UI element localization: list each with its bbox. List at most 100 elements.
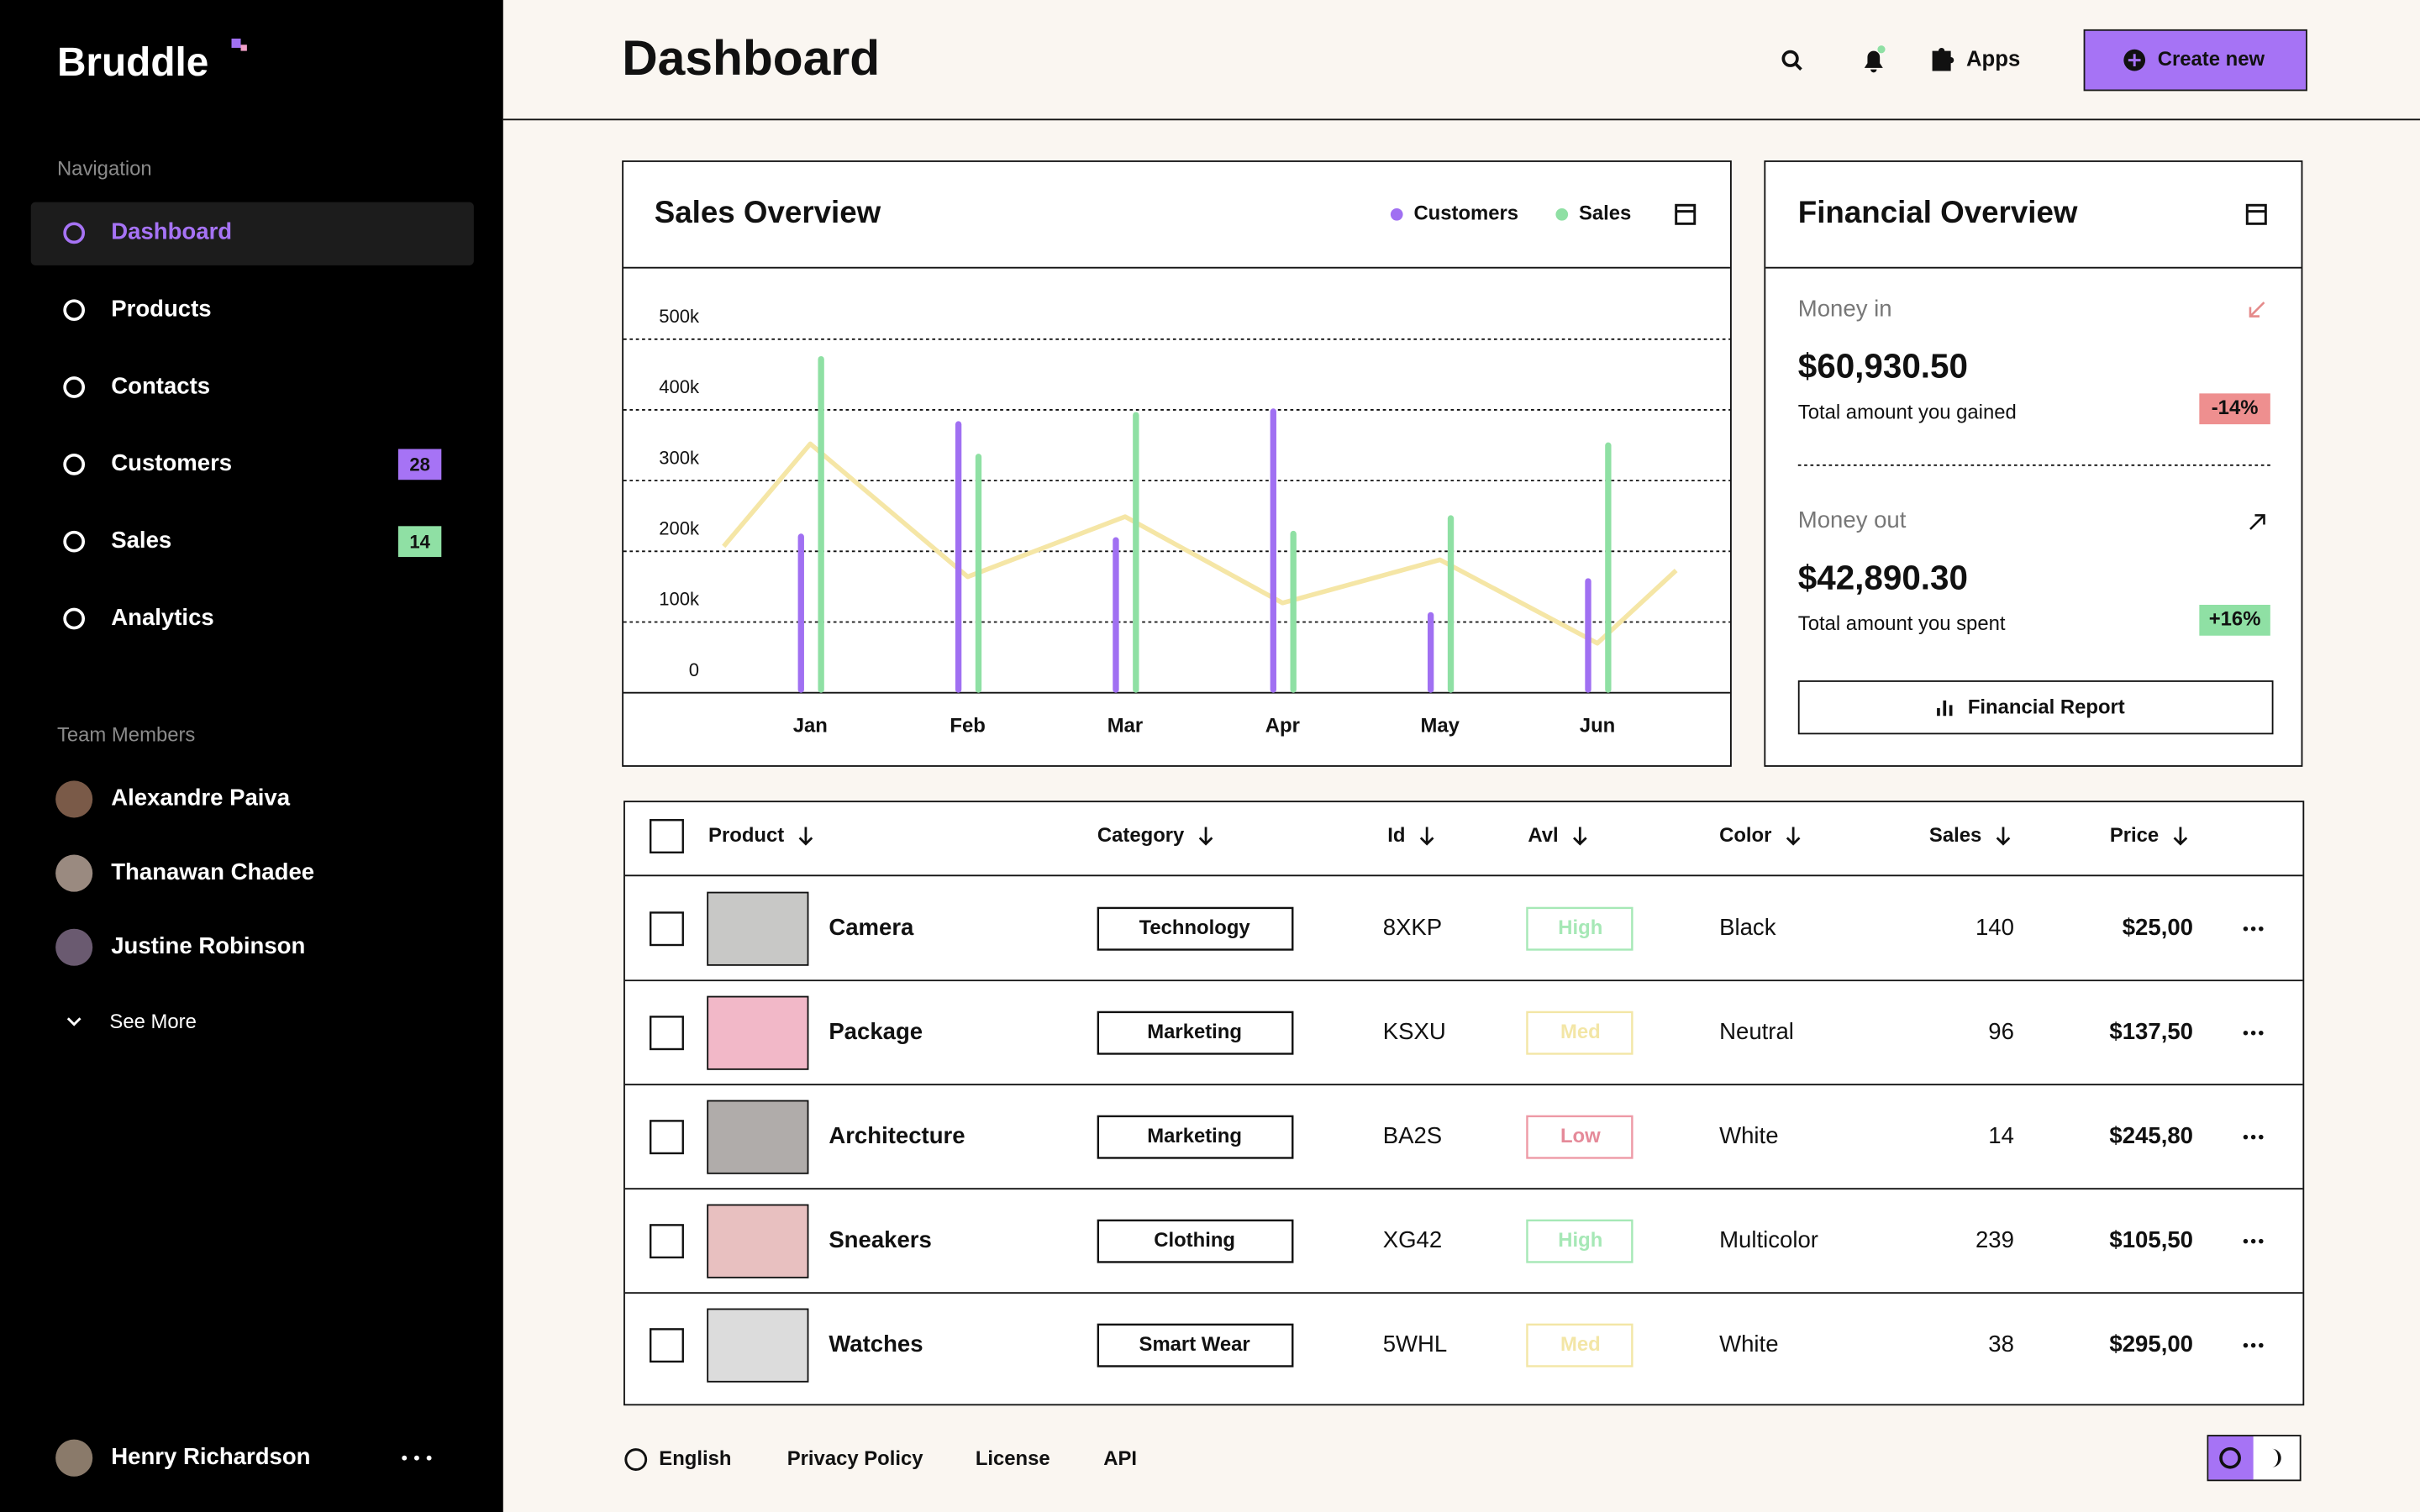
- current-user[interactable]: Henry Richardson: [111, 1443, 310, 1469]
- category: Clothing: [1154, 1229, 1235, 1252]
- row-menu[interactable]: [2243, 1030, 2249, 1036]
- footer-link[interactable]: API: [1103, 1447, 1137, 1470]
- bar: [1133, 412, 1139, 693]
- y-tick-label: 100k: [659, 589, 700, 610]
- column-header[interactable]: Color: [1719, 824, 1771, 847]
- metric-note: Total amount you spent: [1798, 612, 2006, 635]
- see-more[interactable]: See More: [109, 1011, 196, 1033]
- report-label[interactable]: Financial Report: [1968, 696, 2125, 718]
- row-menu[interactable]: [2250, 1030, 2256, 1036]
- column-header[interactable]: Sales: [1929, 824, 1981, 847]
- color: Black: [1719, 914, 1776, 940]
- nav-item[interactable]: Analytics: [111, 604, 213, 630]
- nav-icon: [63, 299, 86, 322]
- bell-icon[interactable]: [1864, 50, 1883, 73]
- product-thumb: [707, 995, 809, 1070]
- row-menu[interactable]: [2250, 1342, 2256, 1348]
- category-tag: [1097, 1115, 1294, 1159]
- category-tag: [1097, 1219, 1294, 1263]
- checkbox[interactable]: [649, 1120, 684, 1155]
- column-header[interactable]: Id: [1387, 824, 1405, 847]
- row-menu[interactable]: [2259, 1030, 2264, 1036]
- team-member[interactable]: Justine Robinson: [111, 932, 305, 958]
- nav-item[interactable]: Sales: [111, 527, 171, 553]
- metric-amount: $60,930.50: [1798, 347, 1968, 386]
- sales-count: 38: [1988, 1331, 2014, 1357]
- row-menu[interactable]: [2250, 926, 2256, 932]
- checkbox[interactable]: [649, 1328, 684, 1363]
- x-tick-label: Jun: [1580, 714, 1615, 737]
- checkbox[interactable]: [649, 1224, 684, 1259]
- nav-active-bg[interactable]: [30, 202, 474, 265]
- calendar-icon[interactable]: [1675, 203, 2267, 225]
- metric-label: Money in: [1798, 295, 1892, 321]
- footer-link[interactable]: License: [976, 1447, 1050, 1470]
- card-title: Financial Overview: [1798, 195, 2078, 229]
- bar: [975, 454, 982, 693]
- row-menu[interactable]: [2243, 1342, 2249, 1348]
- logo-mark: [231, 38, 241, 48]
- row-menu[interactable]: [2259, 926, 2264, 932]
- sales-card: [622, 160, 1732, 767]
- change-badge: [2199, 393, 2270, 425]
- bar: [1270, 408, 1276, 693]
- product-thumb: [707, 1204, 809, 1278]
- footer-link[interactable]: English: [659, 1447, 731, 1470]
- nav-item[interactable]: Products: [111, 295, 211, 321]
- theme-light[interactable]: [2208, 1436, 2254, 1480]
- checkbox[interactable]: [649, 1016, 684, 1051]
- checkbox[interactable]: [649, 819, 684, 853]
- row-menu[interactable]: [2243, 1134, 2249, 1140]
- create-button[interactable]: [2083, 29, 2307, 92]
- team-member[interactable]: Thanawan Chadee: [111, 858, 314, 885]
- checkbox[interactable]: [649, 911, 684, 947]
- nav-item[interactable]: Customers: [111, 449, 232, 475]
- row-menu[interactable]: [2243, 926, 2249, 932]
- column-header[interactable]: Avl: [1528, 824, 1558, 847]
- logo-mark: [240, 45, 247, 51]
- sort-arrow: [2173, 827, 2188, 846]
- category: Marketing: [1147, 1125, 1242, 1147]
- row-menu[interactable]: [2259, 1134, 2264, 1140]
- column-header[interactable]: Category: [1097, 824, 1185, 847]
- price: $137,50: [2109, 1018, 2193, 1044]
- row-menu[interactable]: [2259, 1238, 2264, 1244]
- category: Smart Wear: [1139, 1333, 1250, 1356]
- bar: [1427, 612, 1434, 693]
- avatar: [55, 854, 93, 892]
- color: White: [1719, 1331, 1778, 1357]
- footer-link[interactable]: Privacy Policy: [787, 1447, 924, 1470]
- availability-tag: [1526, 906, 1634, 951]
- row-menu[interactable]: [2250, 1134, 2256, 1140]
- avatar: [55, 928, 93, 966]
- sales-count: 140: [1975, 914, 2014, 940]
- row-menu[interactable]: [2259, 1342, 2264, 1348]
- apps-icon[interactable]: [1932, 47, 1954, 71]
- team-member[interactable]: Alexandre Paiva: [111, 785, 291, 811]
- trend-line: [722, 441, 1678, 646]
- product-id: XG42: [1383, 1226, 1442, 1252]
- sort-arrow: [1573, 827, 1587, 846]
- color: White: [1719, 1122, 1778, 1148]
- availability: High: [1558, 1229, 1602, 1252]
- column-header[interactable]: Price: [2110, 824, 2159, 847]
- availability: Med: [1560, 1333, 1601, 1356]
- search-icon[interactable]: [1781, 50, 1799, 67]
- bar: [1447, 515, 1455, 693]
- x-tick-label: Mar: [1107, 714, 1143, 737]
- sales-count: 239: [1975, 1226, 2014, 1252]
- apps-link[interactable]: Apps: [1966, 47, 2020, 71]
- bar: [818, 355, 824, 693]
- product-thumb: [707, 1100, 809, 1174]
- availability-tag: [1526, 1011, 1634, 1055]
- row-menu[interactable]: [2243, 1238, 2249, 1244]
- nav-item[interactable]: Contacts: [111, 372, 210, 398]
- nav-item[interactable]: Dashboard: [111, 218, 232, 244]
- product-id: 5WHL: [1383, 1331, 1448, 1357]
- more-icon: [413, 1455, 419, 1461]
- row-menu[interactable]: [2250, 1238, 2256, 1244]
- report-button[interactable]: [1797, 680, 2274, 735]
- badge-count: 28: [409, 454, 430, 475]
- column-header[interactable]: Product: [708, 824, 784, 847]
